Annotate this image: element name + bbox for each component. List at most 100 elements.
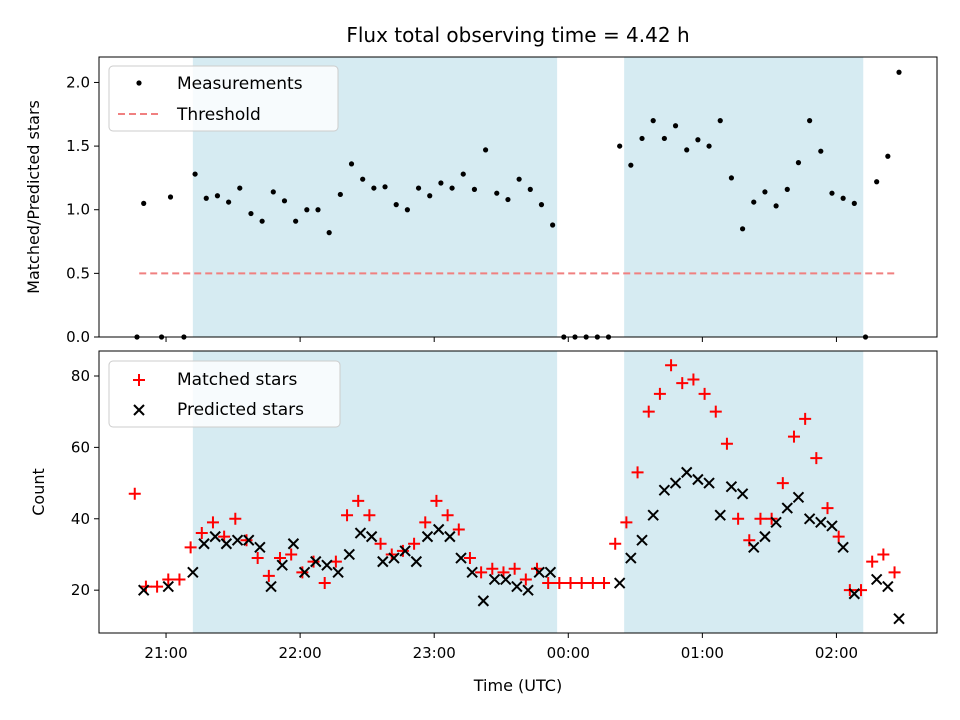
- bottom-y-tick-label: 40: [71, 510, 90, 528]
- measurement-point: [203, 195, 209, 201]
- predicted-point: [162, 580, 174, 593]
- measurement-point: [851, 200, 857, 206]
- predicted-point: [681, 466, 693, 479]
- matched-point: [486, 562, 499, 575]
- measurement-point: [270, 189, 276, 195]
- bottom-y-tick-label: 80: [71, 367, 90, 385]
- legend-measurement-marker: [136, 80, 142, 86]
- matched-point: [620, 516, 633, 529]
- matched-point: [687, 373, 700, 386]
- legend-measurements-label: Measurements: [177, 74, 303, 94]
- predicted-point: [882, 580, 894, 593]
- top-y-axis-title: Matched/Predicted stars: [24, 100, 43, 294]
- predicted-point: [444, 530, 456, 543]
- matched-points: [128, 359, 901, 597]
- matched-point: [396, 544, 409, 557]
- predicted-points: [137, 466, 905, 625]
- matched-point: [128, 487, 141, 500]
- bottom-y-tick-label: 60: [71, 438, 90, 456]
- predicted-point: [321, 559, 333, 571]
- matched-point: [586, 577, 599, 590]
- matched-point: [609, 537, 622, 550]
- matched-point: [508, 562, 521, 575]
- matched-point: [441, 509, 454, 522]
- chart-title: Flux total observing time = 4.42 h: [346, 23, 689, 47]
- legend-matched-label: Matched stars: [177, 370, 297, 390]
- top-shaded-interval: [624, 57, 864, 337]
- predicted-point: [522, 584, 534, 596]
- matched-point: [419, 516, 432, 529]
- measurement-point: [214, 193, 221, 199]
- predicted-point: [332, 566, 344, 579]
- measurement-point: [739, 226, 746, 232]
- measurement-point: [773, 203, 779, 209]
- matched-point: [631, 466, 644, 479]
- predicted-point: [455, 552, 467, 564]
- measurement-point: [795, 160, 802, 166]
- matched-point: [184, 541, 197, 554]
- bottom-legend: Matched stars Predicted stars: [108, 360, 341, 428]
- predicted-point: [544, 566, 557, 579]
- matched-point: [720, 437, 733, 450]
- measurement-point: [304, 207, 310, 213]
- measurement-point: [639, 135, 645, 142]
- matched-point: [866, 555, 879, 568]
- predicted-point: [837, 541, 849, 554]
- matched-point: [810, 452, 823, 465]
- matched-point: [195, 527, 208, 540]
- predicted-point: [625, 552, 637, 564]
- predicted-point: [343, 548, 355, 561]
- predicted-point: [658, 484, 671, 496]
- x-axis-title: Time (UTC): [473, 676, 562, 695]
- predicted-point: [725, 480, 738, 493]
- matched-point: [564, 577, 577, 590]
- x-tick-label: 00:00: [547, 644, 590, 662]
- matched-point: [877, 548, 890, 561]
- predicted-point: [848, 588, 861, 600]
- measurement-point: [471, 186, 478, 192]
- predicted-point: [792, 491, 805, 504]
- predicted-point: [254, 541, 266, 554]
- top-plot-frame: [98, 56, 938, 338]
- measurement-point: [393, 202, 399, 208]
- predicted-point: [613, 577, 626, 589]
- predicted-point: [388, 552, 400, 564]
- measurement-point: [482, 147, 489, 153]
- x-tick-label: 02:00: [815, 644, 858, 662]
- bottom-y-ticks: 20 40 60 80: [71, 367, 99, 599]
- legend-predicted-label: Predicted stars: [177, 400, 304, 420]
- matched-point: [519, 573, 532, 586]
- matched-point: [821, 502, 834, 515]
- predicted-point: [365, 530, 378, 543]
- matched-point: [307, 555, 320, 568]
- matched-point: [888, 566, 901, 579]
- predicted-point: [488, 573, 501, 586]
- matched-point: [151, 580, 164, 593]
- predicted-point: [533, 566, 545, 579]
- measurement-point: [840, 195, 846, 201]
- top-y-tick-label: 1.0: [66, 201, 90, 219]
- matched-point: [553, 577, 566, 590]
- measurement-point: [550, 222, 556, 228]
- matched-point: [698, 387, 711, 400]
- legend-predicted-marker: [133, 404, 145, 416]
- top-y-tick-label: 0.0: [66, 328, 90, 346]
- measurement-point: [348, 161, 355, 167]
- legend-threshold-label: Threshold: [176, 105, 261, 125]
- measurement-point: [460, 171, 466, 177]
- predicted-point: [231, 534, 244, 546]
- bottom-plot-frame: [98, 350, 938, 634]
- predicted-point: [714, 509, 726, 521]
- measurement-point: [695, 137, 701, 143]
- measurement-point: [527, 186, 533, 192]
- measurement-point: [717, 118, 723, 124]
- measurement-points: [134, 69, 902, 340]
- measurement-point: [449, 185, 455, 191]
- predicted-point: [198, 538, 210, 550]
- predicted-point: [377, 555, 389, 568]
- measurement-point: [360, 176, 366, 182]
- matched-point: [408, 537, 421, 550]
- predicted-point: [736, 488, 749, 500]
- measurement-point: [818, 148, 824, 154]
- matched-point: [285, 548, 298, 561]
